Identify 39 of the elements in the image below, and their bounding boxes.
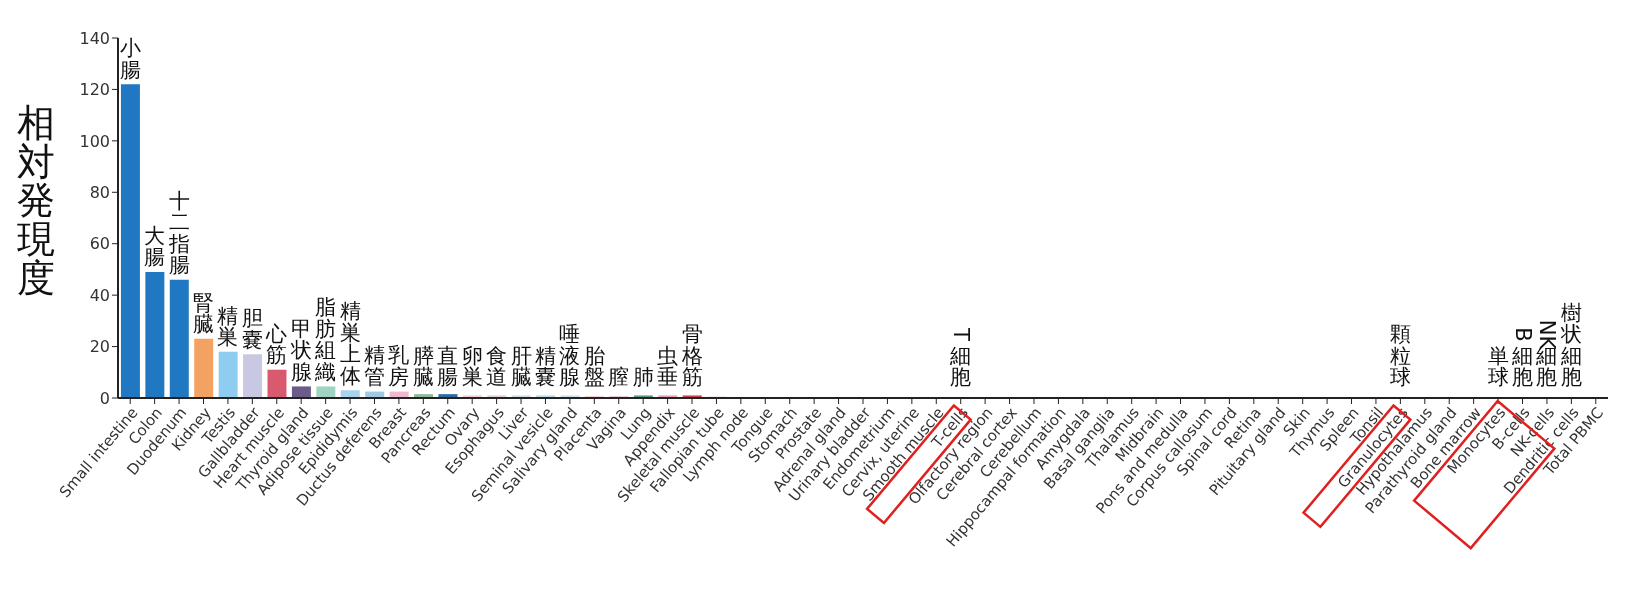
y-tick-label: 40 (89, 285, 110, 305)
annotation: 肺 (632, 365, 654, 390)
annotation: 精巣 (217, 303, 239, 349)
annotation: T細胞 (948, 327, 973, 390)
annotation: NK細胞 (1534, 319, 1559, 390)
annotation: 小腸 (119, 36, 141, 82)
annotation: 胎盤 (583, 343, 605, 390)
annotation: 唾液腺 (559, 322, 581, 390)
annotation: 顆粒球 (1389, 322, 1411, 390)
y-tick-label: 100 (79, 131, 110, 151)
annotation: 脂肪組織 (314, 295, 337, 384)
annotation: 肝臓 (510, 343, 532, 390)
annotation: 直腸 (437, 343, 459, 390)
annotation: 腎臓 (192, 290, 214, 337)
annotation: 心筋 (265, 321, 288, 367)
annotation: 甲状腺 (289, 316, 312, 384)
annotation: 十二指腸 (167, 188, 190, 277)
annotation: 骨格筋 (680, 322, 703, 390)
annotation: B細胞 (1510, 327, 1535, 390)
annotation: 胆嚢 (241, 306, 263, 352)
y-tick-label: 20 (89, 337, 110, 357)
y-tick-label: 120 (79, 80, 110, 100)
annotation: 膵臓 (412, 343, 434, 390)
annotation: 虫垂 (657, 343, 679, 390)
annotation: 単球 (1487, 343, 1509, 390)
y-tick-label: 140 (79, 28, 110, 48)
annotation: 樹状細胞 (1559, 301, 1582, 390)
annotation: 精管 (363, 343, 385, 389)
annotation: 乳房 (388, 343, 410, 389)
y-tick-label: 0 (99, 388, 110, 408)
annotation: 大腸 (144, 223, 166, 270)
y-tick-label: 80 (89, 182, 110, 202)
annotation: 精嚢 (534, 343, 556, 390)
y-tick-label: 60 (89, 234, 110, 254)
y-axis-title: 相対発現度 (17, 100, 55, 300)
annotation: 卵巣 (461, 343, 483, 390)
annotation: 食道 (486, 343, 508, 390)
annotation: 精巣上体 (339, 299, 361, 388)
annotation: 膣 (608, 365, 630, 390)
